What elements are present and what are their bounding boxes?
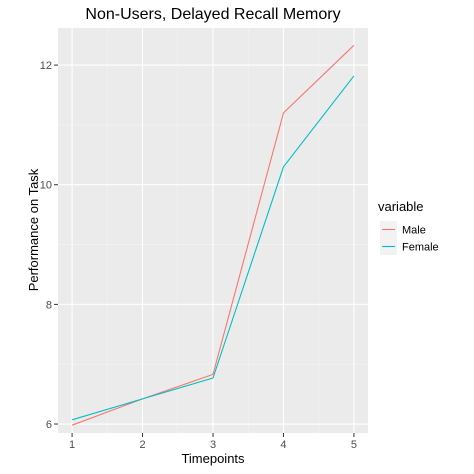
chart-title: Non-Users, Delayed Recall Memory: [85, 6, 340, 23]
x-axis: 1 2 3 4 5: [69, 433, 357, 451]
y-axis-title: Performance on Task: [26, 168, 41, 291]
legend-item-female: Female: [380, 238, 439, 255]
legend-item-male: Male: [380, 221, 426, 238]
legend: variable Male Female: [378, 199, 439, 255]
x-tick-label: 5: [351, 439, 357, 451]
x-axis-title: Timepoints: [181, 451, 245, 466]
legend-items: Male Female: [380, 221, 439, 255]
legend-label: Male: [402, 225, 426, 237]
series-line-male: [71, 44, 355, 426]
y-tick-label: 10: [40, 180, 52, 192]
grid-lines: [58, 28, 368, 433]
y-axis: 6 8 10 12: [40, 60, 58, 431]
x-tick-label: 4: [280, 439, 286, 451]
y-tick-label: 12: [40, 60, 52, 72]
legend-title: variable: [378, 199, 424, 214]
legend-label: Female: [402, 242, 439, 254]
x-tick-label: 1: [69, 439, 75, 451]
plot-panel: [58, 28, 368, 433]
y-tick-label: 6: [46, 419, 52, 431]
x-tick-label: 2: [139, 439, 145, 451]
y-tick-label: 8: [46, 299, 52, 311]
series-lines: [71, 44, 355, 426]
series-line-female: [71, 75, 355, 421]
x-tick-label: 3: [210, 439, 216, 451]
